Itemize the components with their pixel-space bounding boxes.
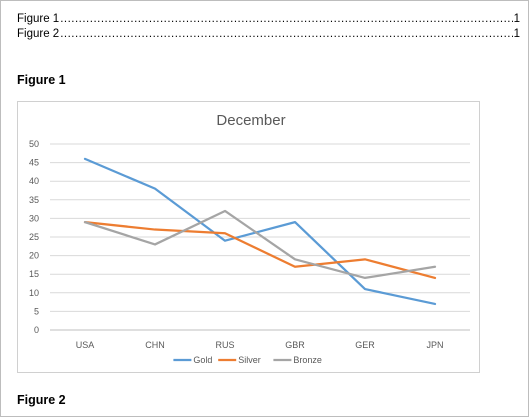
y-tick-label: 30 xyxy=(29,213,39,223)
toc-entry-label: Figure 2 xyxy=(17,28,60,40)
y-tick-label: 45 xyxy=(29,158,39,168)
y-tick-label: 35 xyxy=(29,195,39,205)
series-line-silver xyxy=(83,220,437,280)
y-tick-label: 50 xyxy=(29,139,39,149)
line-chart[interactable]: December 0 5 10 15 20 25 30 35 40 45 50 USA CHN RUS GBR… xyxy=(17,101,480,373)
y-tick-label: 40 xyxy=(29,176,39,186)
figure-1-heading: Figure 1 xyxy=(17,73,66,87)
x-tick-label: CHN xyxy=(145,340,165,350)
toc-leader-dots xyxy=(60,27,512,42)
chart-canvas: December 0 5 10 15 20 25 30 35 40 45 50 USA CHN RUS GBR… xyxy=(29,112,470,365)
legend-label: Gold xyxy=(193,355,212,365)
legend-label: Silver xyxy=(238,355,261,365)
x-tick-label: JPN xyxy=(426,340,443,350)
legend-label: Bronze xyxy=(293,355,322,365)
y-tick-label: 5 xyxy=(34,306,39,316)
table-of-figures: Figure 1 1 Figure 2 1 xyxy=(17,12,520,42)
y-tick-label: 15 xyxy=(29,269,39,279)
toc-entry[interactable]: Figure 1 1 xyxy=(17,12,520,27)
toc-entry-page: 1 xyxy=(513,13,520,25)
toc-leader-dots xyxy=(60,12,512,27)
y-tick-label: 0 xyxy=(34,325,39,335)
toc-entry[interactable]: Figure 2 1 xyxy=(17,27,520,42)
y-tick-label: 25 xyxy=(29,232,39,242)
x-tick-label: GER xyxy=(355,340,375,350)
x-tick-label: GBR xyxy=(285,340,305,350)
toc-entry-label: Figure 1 xyxy=(17,13,60,25)
series-line-bronze xyxy=(83,209,437,280)
chart-title: December xyxy=(216,112,285,129)
toc-entry-page: 1 xyxy=(513,28,520,40)
series-line-gold xyxy=(83,157,437,306)
y-tick-label: 20 xyxy=(29,251,39,261)
figure-2-heading: Figure 2 xyxy=(17,393,66,407)
x-tick-label: RUS xyxy=(215,340,234,350)
y-tick-label: 10 xyxy=(29,288,39,298)
x-tick-label: USA xyxy=(76,340,95,350)
